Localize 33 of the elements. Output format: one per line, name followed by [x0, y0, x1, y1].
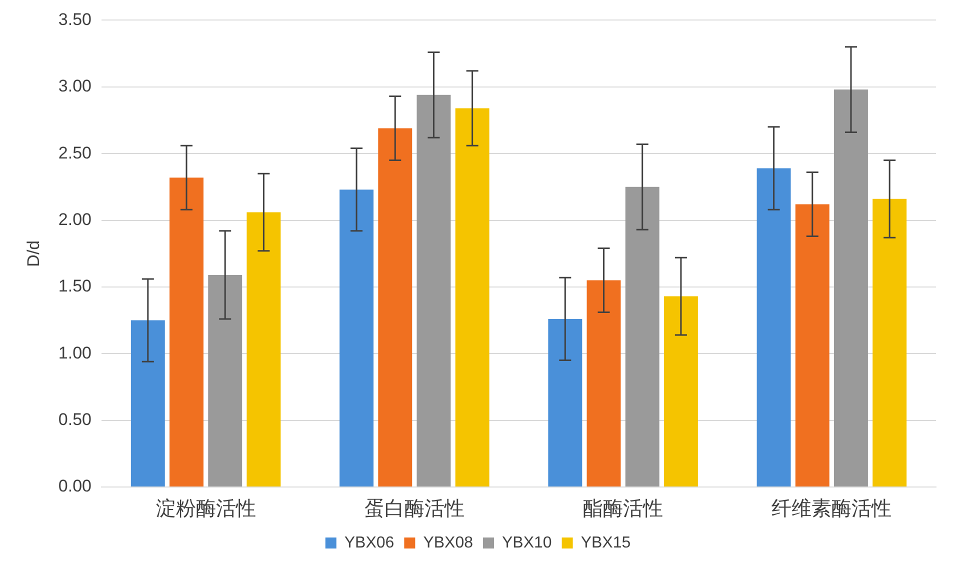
- y-tick-label: 1.50: [58, 276, 92, 296]
- bar: [548, 318, 582, 486]
- y-tick-label: 3.50: [58, 10, 92, 29]
- x-tick-label: 蛋白酶活性: [364, 496, 464, 520]
- x-tick-label: 淀粉酶活性: [156, 496, 256, 520]
- legend-label: YBX06: [344, 534, 394, 552]
- bar: [455, 108, 490, 486]
- bar: [872, 198, 907, 486]
- bar: [340, 190, 374, 486]
- legend-label: YBX08: [423, 534, 474, 552]
- legend-label: YBX10: [502, 534, 552, 552]
- bar: [625, 186, 660, 486]
- bar: [416, 94, 451, 486]
- x-tick-label: 纤维素酶活性: [772, 496, 892, 520]
- x-tick-label: 酯酶活性: [583, 496, 664, 520]
- bar: [170, 178, 204, 486]
- bar: [208, 274, 242, 486]
- y-tick-label: 2.00: [58, 210, 92, 229]
- bar: [130, 320, 165, 486]
- bar: [246, 212, 281, 486]
- y-tick-label: 0.50: [58, 410, 92, 429]
- y-tick-label: 3.00: [58, 76, 92, 96]
- bar: [756, 168, 791, 486]
- bar: [378, 128, 412, 486]
- bar: [795, 204, 830, 486]
- y-tick-label: 0.00: [58, 476, 92, 496]
- bar: [586, 280, 621, 486]
- y-axis-title: D/d: [24, 240, 43, 267]
- y-tick-label: 1.00: [58, 343, 92, 362]
- bar: [664, 296, 698, 486]
- legend-label: YBX15: [580, 534, 631, 552]
- y-tick-label: 2.50: [58, 143, 92, 162]
- bar: [834, 90, 868, 486]
